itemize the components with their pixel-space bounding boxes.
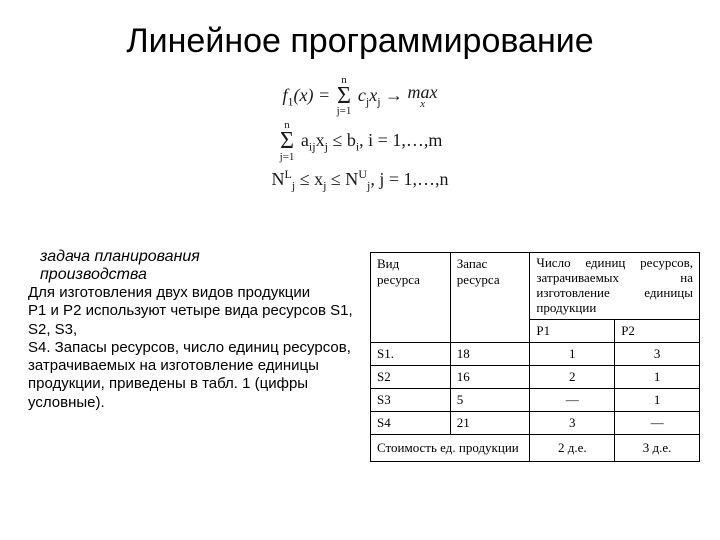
cell-name: S2	[371, 365, 451, 388]
body-p3: S4. Запасы ресурсов, число единиц ресурс…	[28, 339, 368, 376]
max-x: max x	[408, 84, 438, 110]
f3-Nu-sup: U	[358, 167, 367, 181]
f2-a: a	[301, 130, 309, 150]
cell-p1: 1	[530, 342, 615, 365]
th-stock: Запас ресурса	[450, 253, 530, 343]
cell-stock: 16	[450, 365, 530, 388]
table-row: S2 16 2 1	[371, 365, 700, 388]
table-row: S1. 18 1 3	[371, 342, 700, 365]
table-row: S3 5 — 1	[371, 388, 700, 411]
body-p4: продукции, приведены в табл. 1 (цифры ус…	[28, 375, 368, 412]
th-resource: Вид ресурса	[371, 253, 451, 343]
f3-le2: ≤ N	[326, 169, 358, 189]
footer-p1: 2 д.е.	[530, 434, 615, 461]
table-footer: Стоимость ед. продукции 2 д.е. 3 д.е.	[371, 434, 700, 461]
cell-stock: 18	[450, 342, 530, 365]
sigma-2: n Σ j=1	[280, 121, 295, 162]
f3-Nl-sup: L	[285, 167, 292, 181]
cell-p2: —	[615, 411, 700, 434]
resource-table: Вид ресурса Запас ресурса Число единиц р…	[370, 252, 700, 462]
f3-Nl: N	[272, 169, 285, 189]
footer-label: Стоимость ед. продукции	[371, 434, 530, 461]
th-units: Число единиц ресурсов, затрачиваемых на …	[530, 253, 700, 320]
sigma-1: n Σ j=1	[337, 76, 352, 117]
cell-name: S1.	[371, 342, 451, 365]
formula-block: f1(x) = n Σ j=1 cjxj → max x n Σ j=1 a	[0, 72, 720, 197]
f2-x: x	[316, 130, 325, 150]
footer-p2: 3 д.е.	[615, 434, 700, 461]
cell-stock: 21	[450, 411, 530, 434]
body-p1: Для изготовления двух видов продукции	[28, 284, 368, 302]
cell-p2: 1	[615, 388, 700, 411]
cell-p1: —	[530, 388, 615, 411]
f1-c: c	[358, 85, 366, 105]
f3-le1: ≤ x	[295, 169, 323, 189]
cell-p2: 1	[615, 365, 700, 388]
f2-le: ≤ b	[328, 130, 356, 150]
f3-tail: , j = 1,…,n	[370, 169, 448, 189]
body-text: Для изготовления двух видов продукции P1…	[28, 284, 368, 412]
cell-name: S3	[371, 388, 451, 411]
cell-name: S4	[371, 411, 451, 434]
cell-stock: 5	[450, 388, 530, 411]
f2-tail: , i = 1,…,m	[359, 130, 442, 150]
th-p2: P2	[615, 319, 700, 342]
cell-p1: 2	[530, 365, 615, 388]
arrow: →	[381, 85, 404, 105]
cell-p2: 3	[615, 342, 700, 365]
th-p1: P1	[530, 319, 615, 342]
body-p2: P1 и P2 используют четыре вида ресурсов …	[28, 302, 368, 339]
subtitle: задача планирования производства	[40, 248, 250, 285]
f1-x2: x	[369, 85, 377, 105]
cell-p1: 3	[530, 411, 615, 434]
table-row: S4 21 3 —	[371, 411, 700, 434]
slide-title: Линейное программирование	[0, 22, 720, 61]
f2-a-sub: ij	[309, 140, 316, 154]
f1-x: (x) =	[293, 85, 330, 105]
